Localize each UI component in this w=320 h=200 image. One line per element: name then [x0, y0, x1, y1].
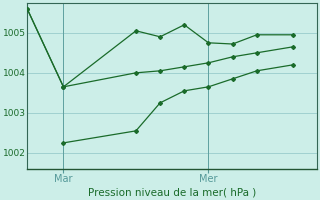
X-axis label: Pression niveau de la mer( hPa ): Pression niveau de la mer( hPa ): [88, 187, 256, 197]
